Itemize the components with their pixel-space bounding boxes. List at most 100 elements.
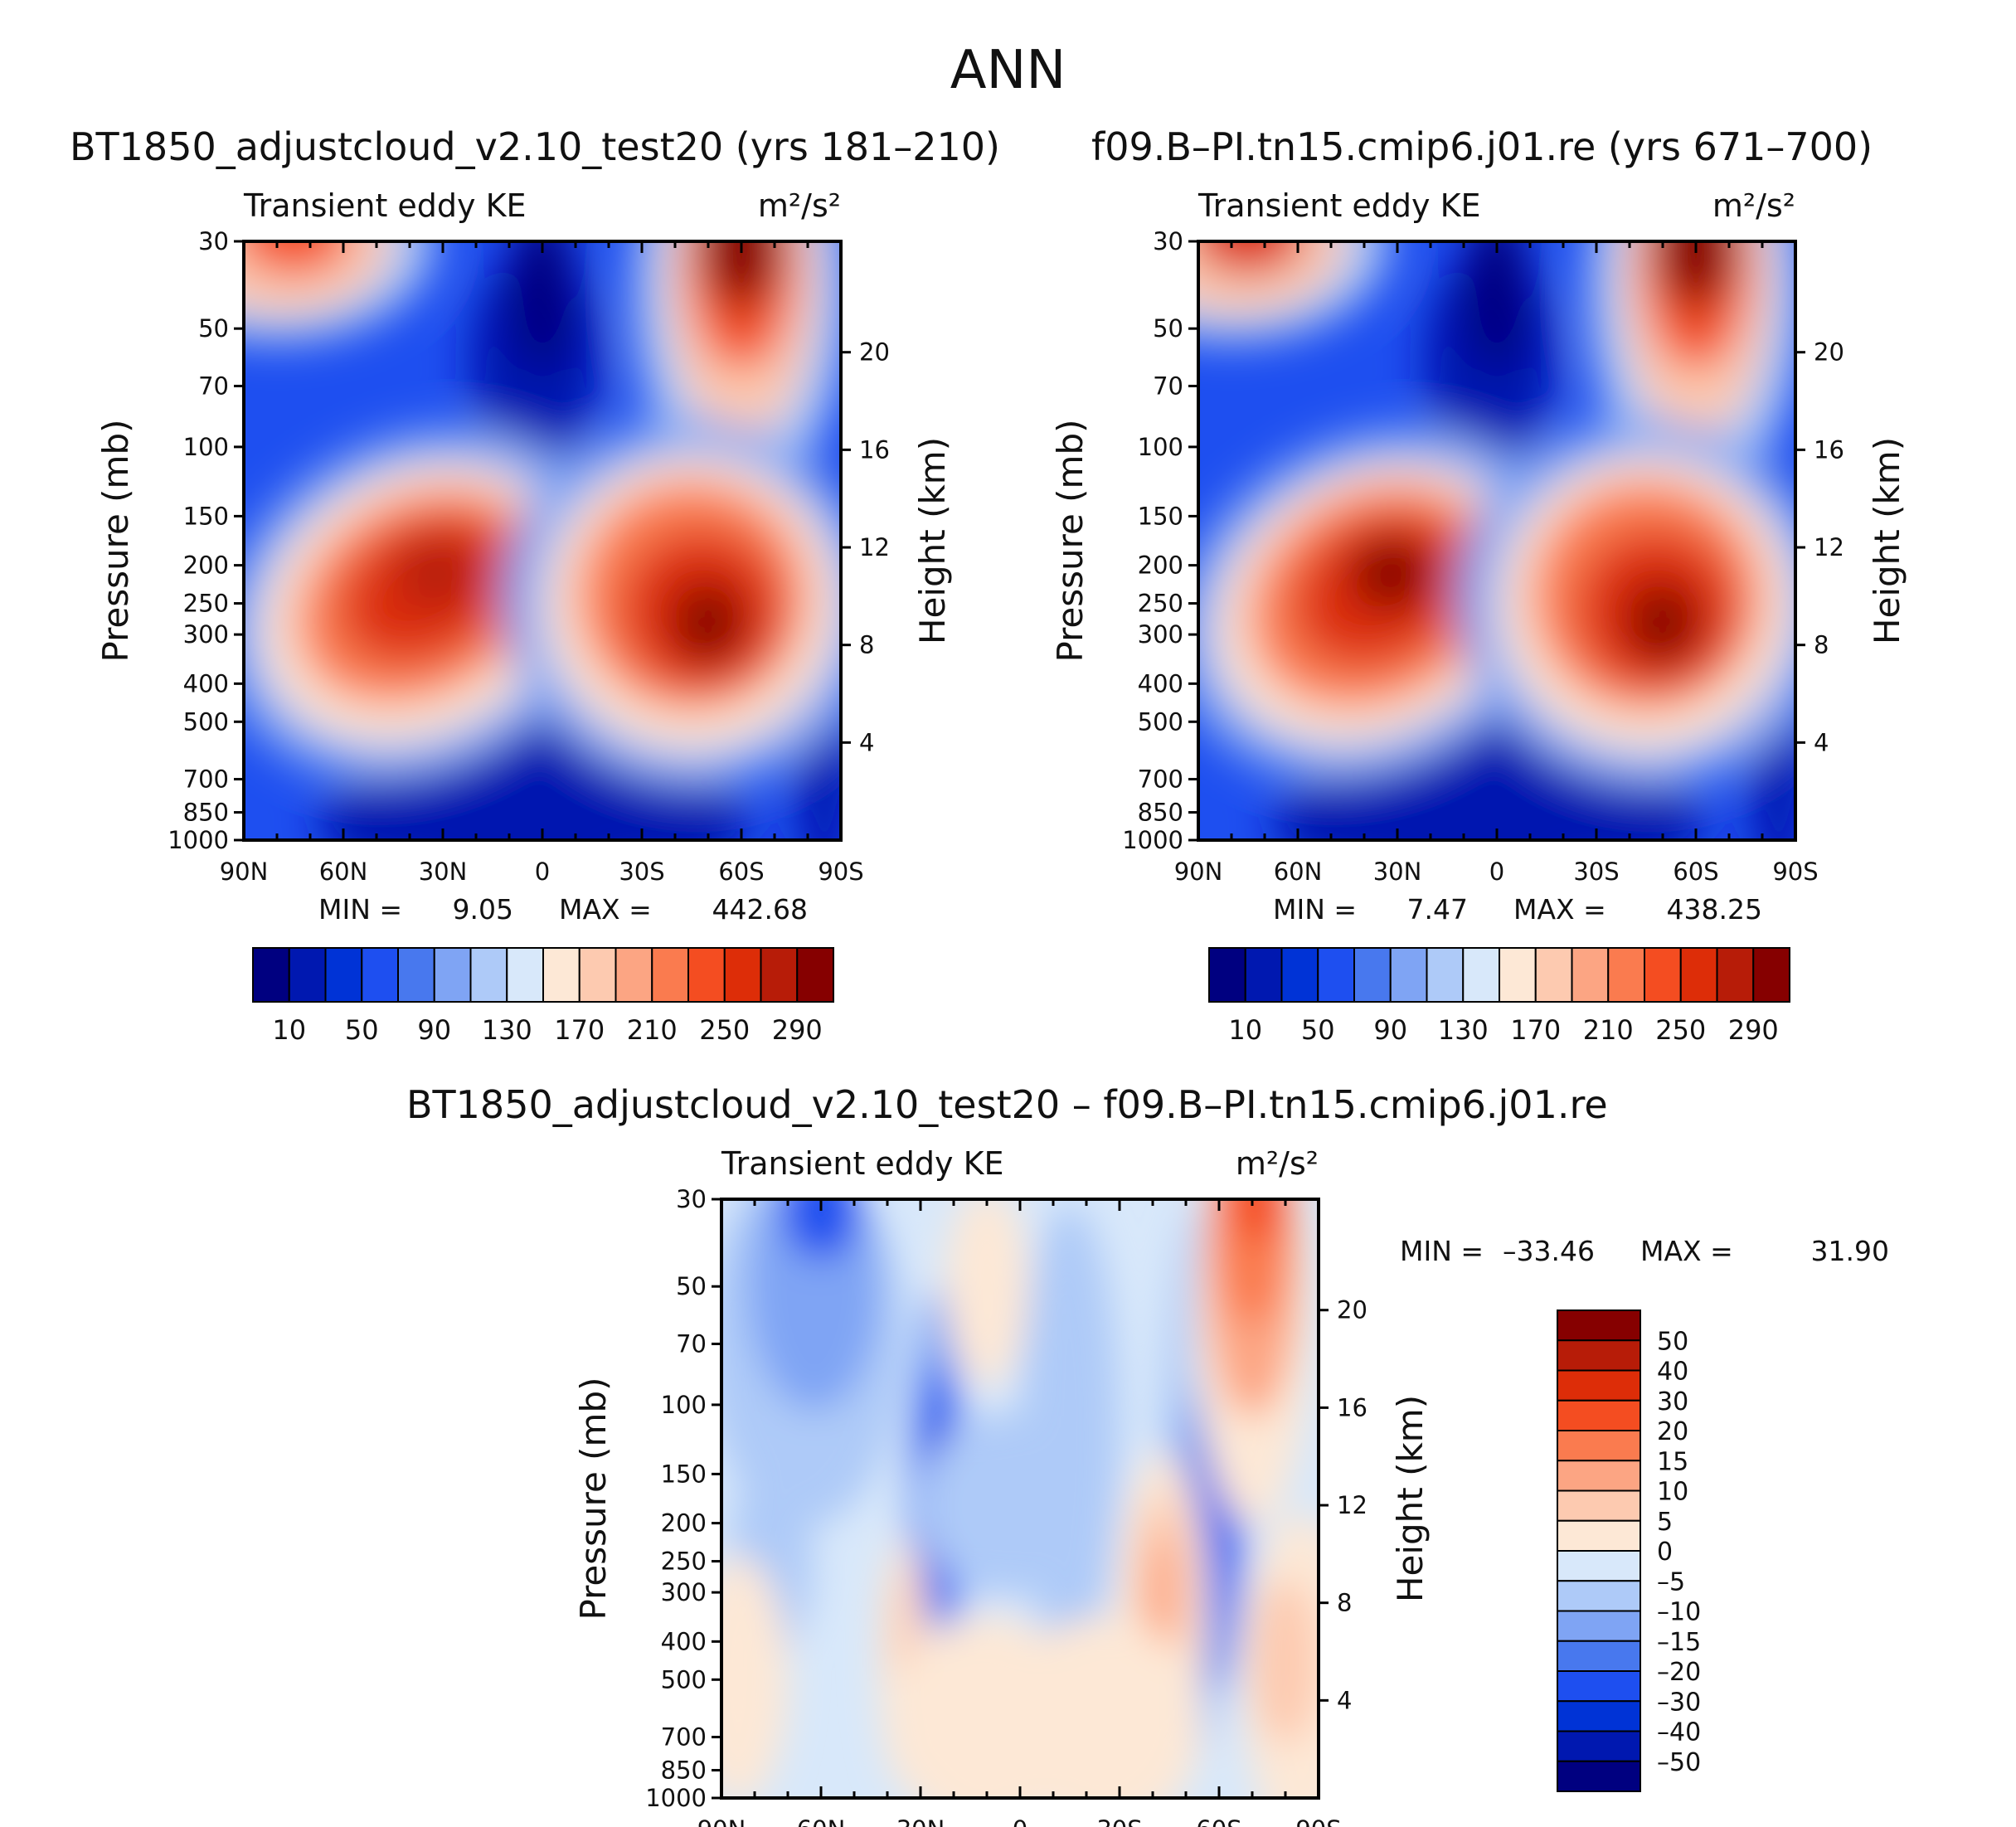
y2-tick-label: 16 <box>859 435 890 464</box>
contour-region <box>945 1199 1028 1387</box>
contour-region <box>1464 241 1530 374</box>
y-tick-label: 300 <box>1138 620 1183 649</box>
colorbar-swatch <box>542 947 581 1003</box>
x-tick-label: 0 <box>1013 1815 1027 1827</box>
y2-tick-label: 12 <box>859 533 890 561</box>
contour-field-smooth <box>244 241 841 840</box>
y-tick-label: 1000 <box>1122 826 1183 854</box>
contour-field <box>1198 241 1795 840</box>
y2-tick-label: 8 <box>1814 631 1829 659</box>
variable-label: Transient eddy KE <box>1197 187 1481 224</box>
colorbar-swatch <box>1557 1580 1641 1612</box>
x-tick-label: 90S <box>1772 858 1818 886</box>
colorbar-swatch <box>687 947 726 1003</box>
max-label: MAX = <box>559 893 652 926</box>
colorbar-label: 170 <box>554 1014 605 1046</box>
y-axis-label: Pressure (mb) <box>573 1377 614 1620</box>
contour-field-smooth <box>1198 241 1795 840</box>
y-tick-label: 100 <box>661 1391 707 1419</box>
colorbar-swatch <box>1607 947 1645 1003</box>
colorbar-swatch <box>1716 947 1755 1003</box>
colorbar-label: 90 <box>1373 1014 1407 1046</box>
contour-region <box>721 1555 788 1798</box>
contour-region <box>1654 241 1737 308</box>
y2-tick-label: 20 <box>1814 338 1844 367</box>
x-tick-label: 60S <box>1196 1815 1241 1827</box>
colorbar-swatch <box>760 947 799 1003</box>
colorbar-swatch <box>361 947 399 1003</box>
min-value: 7.47 <box>1407 893 1468 926</box>
colorbar-label: 50 <box>345 1014 379 1046</box>
x-tick-label: 30S <box>1573 858 1619 886</box>
colorbar-label: 40 <box>1657 1358 1688 1387</box>
y-tick-label: 850 <box>1138 799 1183 827</box>
x-tick-label: 0 <box>535 858 550 886</box>
y2-tick-label: 4 <box>1337 1686 1352 1714</box>
contour-region <box>1252 1578 1319 1745</box>
max-label: MAX = <box>1640 1235 1733 1267</box>
y2-tick-label: 16 <box>1337 1393 1367 1421</box>
contour-region <box>1349 536 1432 611</box>
x-tick-label: 30N <box>419 858 468 886</box>
colorbar-label: –15 <box>1657 1628 1701 1657</box>
y-tick-label: 30 <box>676 1185 707 1213</box>
y2-tick-label: 16 <box>1814 435 1844 464</box>
x-tick-label: 60N <box>1274 858 1323 886</box>
colorbar-label: 90 <box>417 1014 451 1046</box>
y-tick-label: 500 <box>1138 707 1183 736</box>
y-tick-label: 50 <box>198 314 229 343</box>
units-label: m²/s² <box>1236 1145 1319 1182</box>
colorbar-swatch <box>615 947 653 1003</box>
colorbar: 10 50 90 130 170 210 250 290 <box>1208 947 1790 1046</box>
colorbar-label: –20 <box>1657 1658 1701 1687</box>
colorbar-swatch <box>1679 947 1718 1003</box>
units-label: m²/s² <box>758 187 841 224</box>
colorbar-swatch <box>1557 1430 1641 1462</box>
colorbar-label: 130 <box>482 1014 532 1046</box>
units-label: m²/s² <box>1712 187 1795 224</box>
y-tick-label: 700 <box>183 765 229 794</box>
colorbar-swatch <box>1571 947 1610 1003</box>
max-value: 442.68 <box>712 893 808 926</box>
colorbar-swatch <box>288 947 327 1003</box>
contour-region <box>748 1199 881 1412</box>
x-tick-label: 30S <box>619 858 664 886</box>
y2-tick-label: 20 <box>859 338 890 367</box>
panel-title-model: BT1850_adjustcloud_v2.10_test20 (yrs 181… <box>70 124 1000 169</box>
colorbar-swatch <box>433 947 472 1003</box>
y-tick-label: 250 <box>183 590 229 618</box>
colorbar-swatch <box>1462 947 1500 1003</box>
x-tick-label: 90N <box>697 1815 746 1827</box>
contour-region <box>784 1199 858 1261</box>
colorbar-swatch <box>1244 947 1283 1003</box>
x-tick-label: 60S <box>718 858 764 886</box>
colorbar-label: 130 <box>1438 1014 1489 1046</box>
y-tick-label: 200 <box>661 1509 707 1538</box>
y2-tick-label: 12 <box>1337 1491 1367 1519</box>
colorbar-swatch <box>1317 947 1355 1003</box>
colorbar-swatch <box>252 947 290 1003</box>
y-tick-label: 150 <box>1138 502 1183 530</box>
contour-region <box>1522 772 1704 840</box>
x-tick-label: 0 <box>1489 858 1504 886</box>
colorbar-label: 20 <box>1657 1417 1688 1446</box>
y-tick-label: 250 <box>661 1548 707 1576</box>
y-tick-label: 150 <box>183 502 229 530</box>
min-label: MIN = <box>1400 1235 1484 1267</box>
colorbar-swatch <box>796 947 834 1003</box>
y2-axis-label: Height (km) <box>912 437 953 644</box>
y-tick-label: 700 <box>661 1723 707 1752</box>
colorbar-swatch <box>1557 1730 1641 1762</box>
y2-tick-label: 4 <box>1814 728 1829 756</box>
contour-region <box>1625 581 1700 664</box>
min-label: MIN = <box>318 893 402 926</box>
x-tick-label: 60S <box>1673 858 1718 886</box>
contour-region <box>671 581 746 664</box>
y-tick-label: 70 <box>198 372 229 400</box>
y-tick-label: 150 <box>661 1460 707 1488</box>
colorbar-swatch <box>1557 1460 1641 1492</box>
y2-tick-label: 8 <box>859 631 874 659</box>
